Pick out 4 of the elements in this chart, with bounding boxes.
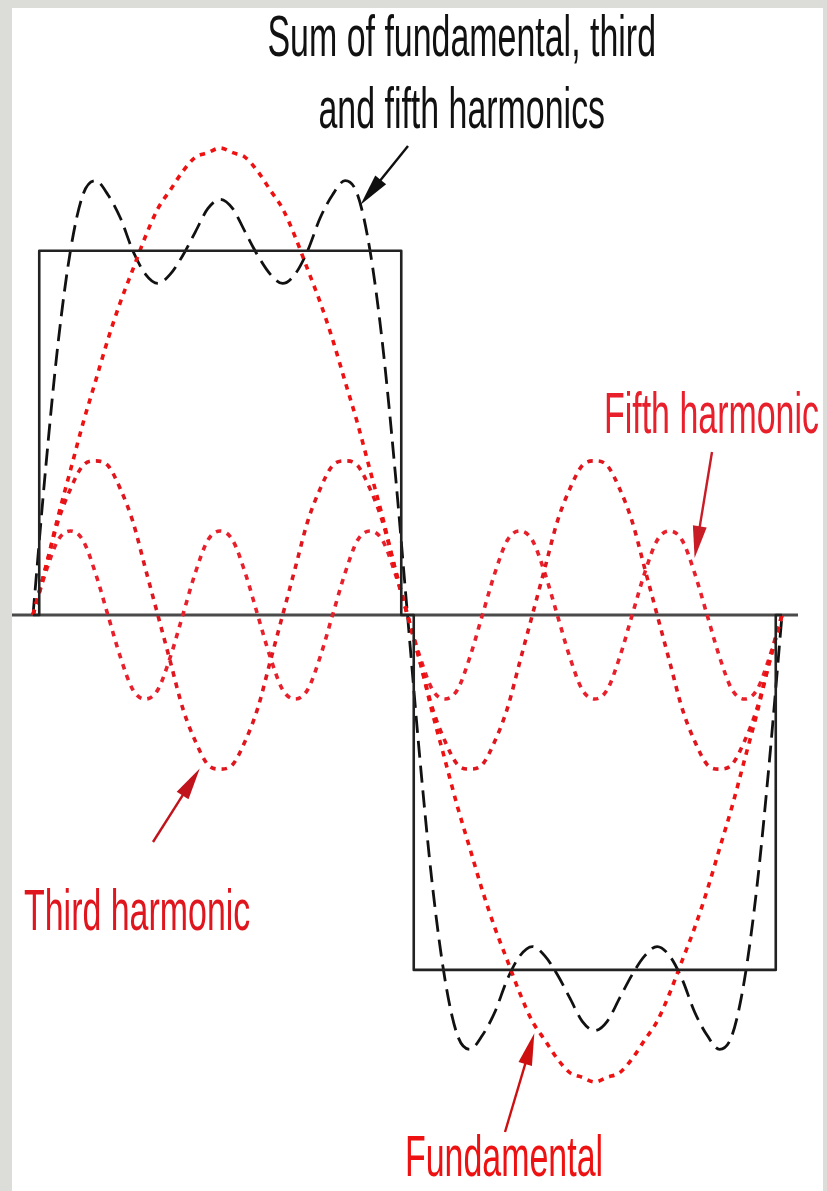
series-label: Fundamental <box>405 1123 604 1188</box>
series-label: Third harmonic <box>24 877 251 942</box>
series-label: Sum of fundamental, third and fifth harmonics <box>266 2 657 142</box>
series-label: Fifth harmonic <box>604 380 819 445</box>
